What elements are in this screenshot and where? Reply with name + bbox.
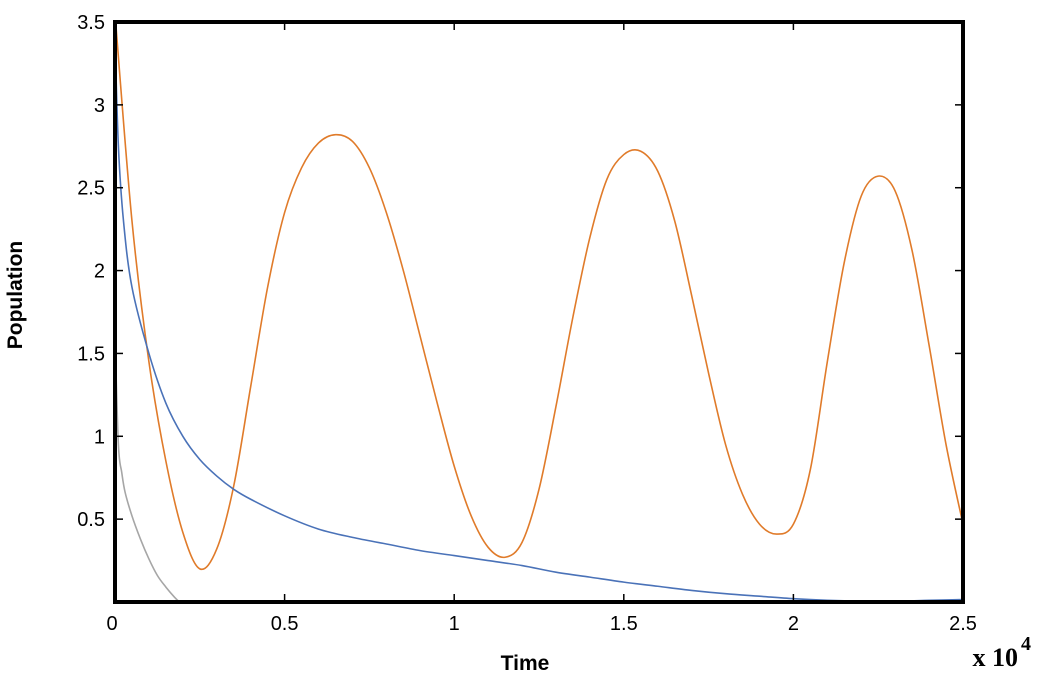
x-axis-ticks: 0 0.5 1 1.5 2 2.5 <box>106 22 977 635</box>
y-axis-title: Population <box>4 241 27 350</box>
x-tick-label: 2 <box>788 613 799 635</box>
y-tick-label: 2 <box>94 261 105 283</box>
x-tick-label: 1 <box>449 613 460 635</box>
x-axis-title: Time <box>501 652 550 675</box>
y-tick-label: 3 <box>94 95 105 117</box>
x-tick-label: 1.5 <box>610 613 638 635</box>
y-tick-label: 1 <box>94 426 105 448</box>
y-tick-label: 1.5 <box>77 343 105 365</box>
series-line-3 <box>115 336 181 602</box>
y-tick-label: 3.5 <box>77 12 105 34</box>
y-tick-label: 0.5 <box>77 509 105 531</box>
series-line-1 <box>115 22 963 571</box>
series-line-2 <box>115 38 963 602</box>
x-axis-multiplier: x 10 <box>973 643 1019 672</box>
series-layer <box>115 22 963 602</box>
x-tick-label: 0.5 <box>271 613 299 635</box>
plot-frame <box>113 20 965 604</box>
y-axis-ticks: 0.5 1 1.5 2 2.5 3 3.5 <box>77 12 963 531</box>
x-axis-multiplier-exponent: 4 <box>1021 633 1031 655</box>
y-tick-label: 2.5 <box>77 178 105 200</box>
x-tick-label: 0 <box>106 613 117 635</box>
x-tick-label: 2.5 <box>949 613 977 635</box>
